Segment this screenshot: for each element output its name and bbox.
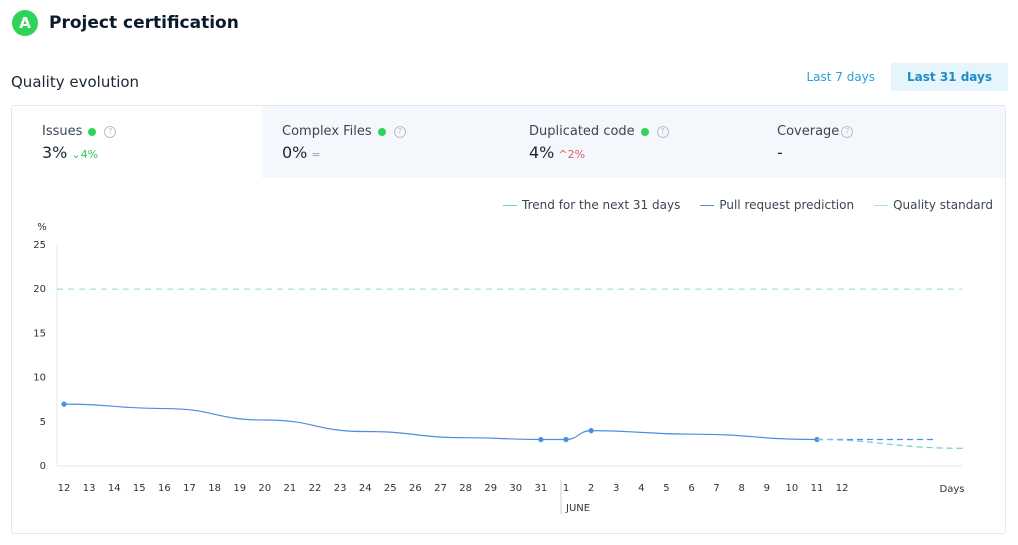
metric-value: 0% (282, 143, 308, 162)
x-tick-label: 28 (459, 483, 472, 494)
issues-data-point (61, 401, 67, 407)
legend-item-quality-standard[interactable]: Quality standard (874, 198, 993, 212)
arrow-up-icon: ^ (558, 148, 568, 161)
x-tick-label: 3 (613, 483, 619, 494)
metric-value: 3% (42, 143, 68, 162)
issues-data-point (563, 436, 569, 443)
question-circle-icon[interactable]: ? (393, 125, 406, 138)
month-label: JUNE (565, 503, 590, 514)
metric-tab-coverage[interactable]: Coverage ? - (759, 106, 1005, 178)
x-tick-label: 1 (563, 483, 569, 494)
metric-delta: ⌄4% (71, 148, 99, 161)
metric-delta: ^2% (558, 148, 586, 161)
trend-line (816, 438, 965, 449)
x-tick-label: 22 (309, 483, 322, 494)
y-axis-unit-label: % (37, 222, 47, 233)
x-tick-label: 15 (133, 483, 146, 494)
section-title: Quality evolution (11, 73, 140, 91)
quality-grade-badge: A (12, 10, 38, 36)
x-tick-label: 29 (484, 483, 497, 494)
y-tick-label: 25 (33, 240, 46, 251)
metric-tab-duplicated-code[interactable]: Duplicated code ? 4% ^2% (510, 106, 759, 178)
metric-delta: = (311, 148, 321, 161)
legend-item-trend[interactable]: Trend for the next 31 days (503, 198, 680, 212)
y-tick-label: 20 (33, 284, 46, 295)
x-tick-label: 25 (384, 483, 397, 494)
x-tick-label: 30 (509, 483, 522, 494)
question-circle-icon[interactable]: ? (104, 125, 117, 138)
x-tick-label: 24 (359, 483, 372, 494)
x-tick-label: 21 (284, 483, 297, 494)
quality-evolution-card: Issues ? 3% ⌄4% Complex Files ? 0% = Dup… (11, 105, 1006, 534)
metric-value: 4% (529, 143, 555, 162)
y-tick-label: 10 (33, 373, 46, 384)
x-tick-label: 6 (688, 483, 694, 494)
question-circle-icon[interactable]: ? (656, 125, 669, 138)
arrow-down-icon: ⌄ (71, 148, 81, 161)
header: A Project certification (12, 10, 239, 36)
status-dot-icon (88, 127, 97, 136)
last-31-days-button[interactable]: Last 31 days (891, 63, 1008, 91)
x-tick-label: 19 (233, 483, 246, 494)
y-tick-label: 0 (40, 461, 46, 472)
x-tick-label: 17 (183, 483, 196, 494)
metric-tab-issues[interactable]: Issues ? 3% ⌄4% (12, 106, 262, 178)
status-dot-icon (377, 127, 386, 136)
metric-value: - (777, 143, 783, 162)
x-tick-label: 23 (334, 483, 347, 494)
x-tick-label: 20 (258, 483, 271, 494)
metric-label: Complex Files (282, 124, 372, 139)
legend-swatch (874, 204, 889, 206)
issues-data-point (538, 436, 544, 443)
x-tick-label: 31 (535, 483, 548, 494)
x-tick-label: 26 (409, 483, 422, 494)
metric-tab-complex-files[interactable]: Complex Files ? 0% = (262, 106, 510, 178)
x-tick-label: 7 (713, 483, 719, 494)
x-tick-label: 4 (638, 483, 644, 494)
y-tick-label: 15 (33, 328, 46, 339)
metric-label: Issues (42, 124, 83, 139)
page-title: Project certification (49, 13, 239, 33)
x-tick-label: 16 (158, 483, 171, 494)
metric-tabs: Issues ? 3% ⌄4% Complex Files ? 0% = Dup… (12, 106, 1005, 178)
last-7-days-button[interactable]: Last 7 days (806, 70, 876, 84)
chart-legend: Trend for the next 31 days Pull request … (483, 198, 993, 212)
x-tick-label: 2 (588, 483, 594, 494)
x-tick-label: 14 (108, 483, 121, 494)
issues-series-line (63, 403, 818, 441)
x-tick-label: 27 (434, 483, 447, 494)
x-tick-label: 13 (83, 483, 96, 494)
status-dot-icon (640, 127, 649, 136)
x-tick-label: 12 (58, 483, 71, 494)
x-tick-label: 9 (764, 483, 770, 494)
x-tick-label: 11 (811, 483, 824, 494)
legend-swatch (503, 204, 518, 206)
x-tick-label: 5 (663, 483, 669, 494)
x-tick-label: 10 (786, 483, 799, 494)
x-tick-label: 12 (836, 483, 849, 494)
metric-label: Coverage (777, 124, 840, 139)
legend-swatch (700, 204, 715, 206)
date-range-toggle: Last 7 days Last 31 days (790, 63, 1008, 91)
x-tick-label: 8 (739, 483, 745, 494)
x-axis-label: Days (940, 484, 965, 495)
y-tick-label: 5 (40, 417, 46, 428)
legend-item-prediction[interactable]: Pull request prediction (700, 198, 854, 212)
metric-label: Duplicated code (529, 124, 635, 139)
x-tick-label: 18 (208, 483, 221, 494)
issues-data-point (588, 428, 594, 434)
question-circle-icon[interactable]: ? (841, 125, 854, 138)
